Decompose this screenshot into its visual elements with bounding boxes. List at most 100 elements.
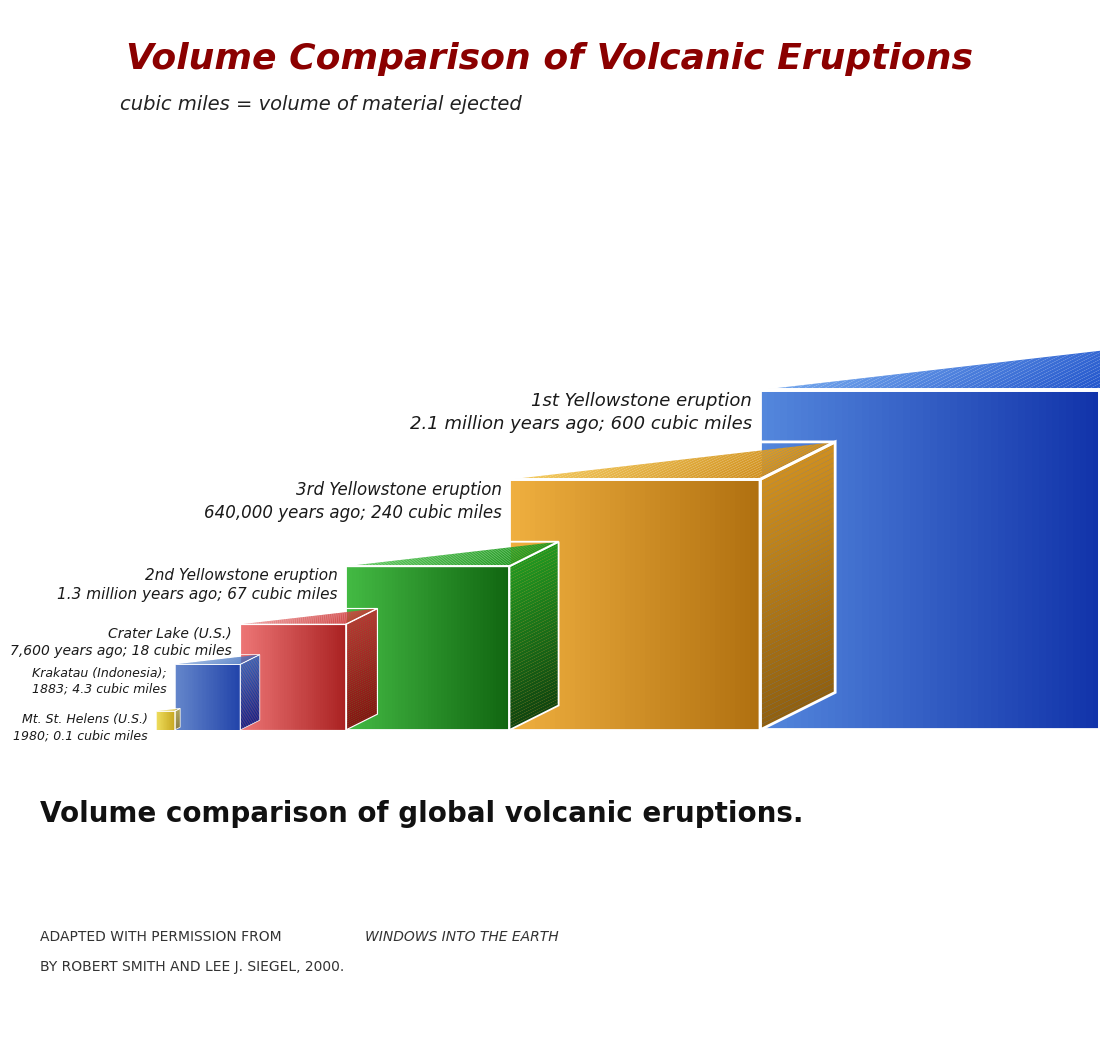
Polygon shape [355,566,359,730]
Polygon shape [719,447,790,479]
Polygon shape [240,659,260,669]
Polygon shape [253,622,260,624]
Polygon shape [163,710,165,711]
Polygon shape [169,709,174,711]
Polygon shape [175,720,180,723]
Polygon shape [760,477,835,520]
Polygon shape [274,624,276,730]
Polygon shape [240,715,260,726]
Polygon shape [509,643,559,671]
Polygon shape [272,619,284,624]
Polygon shape [794,390,801,730]
Polygon shape [174,709,179,711]
Polygon shape [515,478,522,479]
Polygon shape [175,723,180,727]
Polygon shape [240,655,260,666]
Polygon shape [760,577,835,620]
Polygon shape [205,660,216,664]
Polygon shape [324,612,353,624]
Polygon shape [486,545,534,566]
Polygon shape [773,387,786,390]
Polygon shape [308,614,331,624]
Polygon shape [240,690,260,702]
Polygon shape [473,547,516,566]
Polygon shape [240,707,260,718]
Text: Mt. St. Helens (U.S.)
1980; 0.1 cubic miles: Mt. St. Helens (U.S.) 1980; 0.1 cubic mi… [13,713,147,742]
Polygon shape [197,661,206,664]
Polygon shape [240,658,260,668]
Polygon shape [842,390,848,730]
Polygon shape [240,675,260,687]
Polygon shape [715,479,719,730]
Polygon shape [312,624,315,730]
Text: 1st Yellowstone eruption
2.1 million years ago; 600 cubic miles: 1st Yellowstone eruption 2.1 million yea… [410,392,752,433]
Polygon shape [218,658,232,664]
Polygon shape [331,624,333,730]
Polygon shape [554,472,574,479]
Polygon shape [240,666,260,678]
Polygon shape [957,359,1025,390]
Polygon shape [238,655,258,664]
Polygon shape [499,543,550,566]
Polygon shape [165,710,167,711]
Polygon shape [274,619,287,624]
Polygon shape [470,566,473,730]
Polygon shape [345,697,377,715]
Polygon shape [428,566,431,730]
Polygon shape [509,582,559,609]
Polygon shape [246,624,249,730]
Polygon shape [173,709,178,711]
Polygon shape [306,624,308,730]
Polygon shape [650,457,699,479]
Polygon shape [167,710,170,711]
Polygon shape [664,455,718,479]
Polygon shape [402,566,405,730]
Polygon shape [760,452,835,495]
Polygon shape [336,624,338,730]
Polygon shape [509,649,559,678]
Polygon shape [301,624,304,730]
Polygon shape [760,497,835,540]
Polygon shape [570,479,574,730]
Polygon shape [226,657,243,664]
Polygon shape [674,454,730,479]
Polygon shape [493,566,496,730]
Polygon shape [595,479,600,730]
Polygon shape [345,615,377,633]
Polygon shape [415,555,439,566]
Polygon shape [509,545,559,573]
Polygon shape [760,672,835,715]
Polygon shape [345,642,377,660]
Polygon shape [217,664,218,730]
Polygon shape [175,664,176,730]
Polygon shape [609,479,615,730]
Polygon shape [202,660,212,664]
Polygon shape [760,627,835,670]
Polygon shape [1012,351,1096,390]
Polygon shape [421,566,425,730]
Polygon shape [998,390,1004,730]
Polygon shape [372,562,384,566]
Polygon shape [499,566,503,730]
Polygon shape [240,692,260,704]
Polygon shape [509,479,515,730]
Polygon shape [760,492,835,535]
Polygon shape [340,624,341,730]
Polygon shape [189,664,190,730]
Polygon shape [876,390,882,730]
Polygon shape [345,636,377,654]
Polygon shape [345,627,377,645]
Polygon shape [165,710,168,711]
Polygon shape [760,552,835,595]
Polygon shape [280,618,295,624]
Polygon shape [175,720,180,723]
Polygon shape [202,664,204,730]
Polygon shape [198,664,199,730]
Polygon shape [1066,390,1072,730]
Polygon shape [329,624,331,730]
Polygon shape [509,683,559,710]
Polygon shape [172,709,177,711]
Polygon shape [175,713,180,716]
Polygon shape [240,711,260,722]
Polygon shape [288,624,290,730]
